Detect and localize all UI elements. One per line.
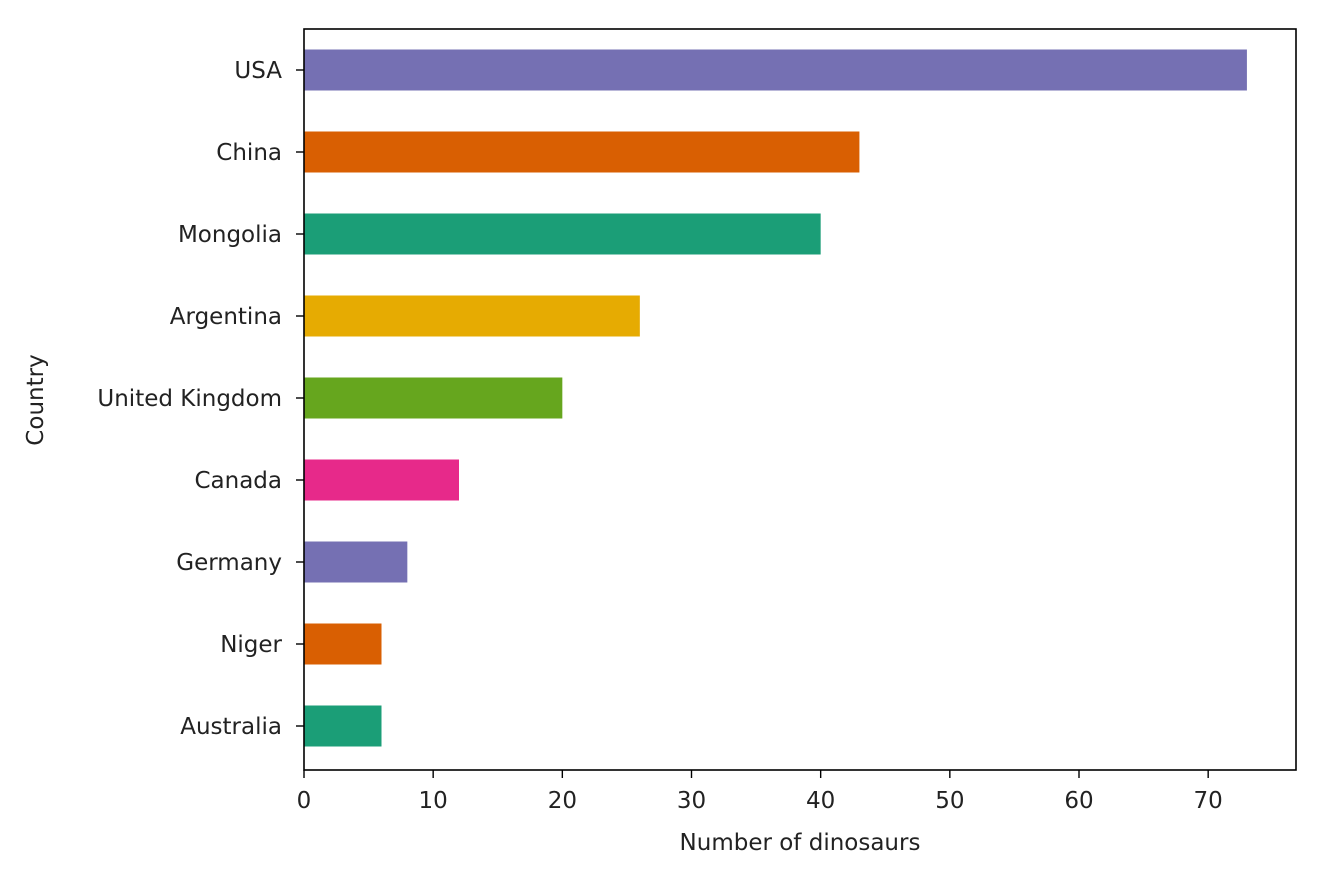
x-tick-label: 70 — [1194, 788, 1223, 814]
x-tick-label: 30 — [677, 788, 706, 814]
y-tick-label-canada: Canada — [194, 468, 282, 494]
x-axis-label: Number of dinosaurs — [680, 830, 921, 856]
y-axis-label: Country — [23, 354, 49, 445]
y-tick-label-china: China — [216, 140, 282, 166]
bar-china — [304, 131, 860, 173]
x-tick-label: 0 — [297, 788, 312, 814]
y-tick-label-argentina: Argentina — [170, 304, 282, 330]
y-tick-label-australia: Australia — [180, 714, 282, 740]
y-tick-label-niger: Niger — [220, 632, 282, 658]
bar-usa — [304, 49, 1247, 91]
y-tick-label-germany: Germany — [176, 550, 282, 576]
x-tick-label: 60 — [1064, 788, 1093, 814]
y-tick-label-united-kingdom: United Kingdom — [97, 386, 282, 412]
bar-germany — [304, 541, 408, 583]
bar-niger — [304, 623, 382, 665]
y-tick-label-mongolia: Mongolia — [178, 222, 282, 248]
bar-australia — [304, 705, 382, 747]
x-tick-label: 10 — [419, 788, 448, 814]
x-tick-label: 40 — [806, 788, 835, 814]
x-ticks-group: 0 10 20 30 40 50 60 70 — [297, 770, 1223, 814]
bar-canada — [304, 459, 459, 501]
x-tick-label: 20 — [548, 788, 577, 814]
y-tick-label-usa: USA — [234, 58, 282, 84]
bar-united-kingdom — [304, 377, 563, 419]
x-tick-label: 50 — [935, 788, 964, 814]
plot-frame — [303, 28, 1297, 771]
bar-argentina — [304, 295, 640, 337]
bar-mongolia — [304, 213, 821, 255]
y-ticks-group: USA China Mongolia Argentina United Kingdom C… — [97, 58, 304, 740]
bars-group — [304, 49, 1247, 747]
